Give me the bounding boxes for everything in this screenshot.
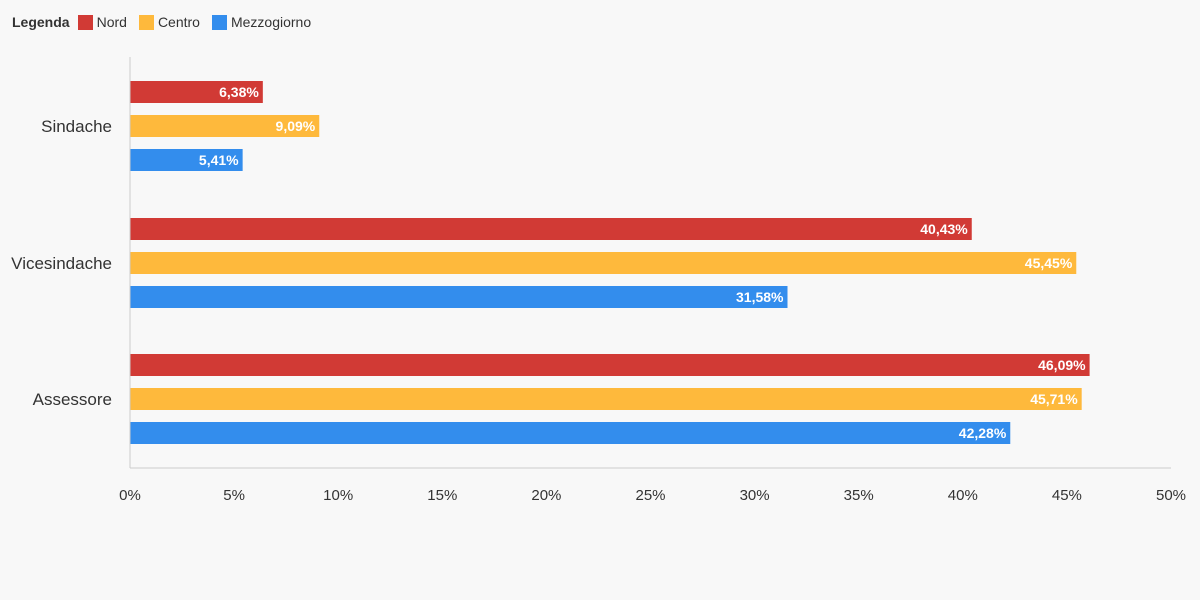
category-label: Assessore xyxy=(33,390,112,409)
legend-label-centro: Centro xyxy=(157,14,200,30)
x-tick-label: 20% xyxy=(531,487,561,504)
x-tick-label: 10% xyxy=(323,487,353,504)
data-label: 6,38% xyxy=(219,84,259,100)
bar xyxy=(130,115,320,137)
data-label: 42,28% xyxy=(959,425,1007,441)
legend-item-mezzogiorno[interactable]: Mezzogiorno xyxy=(211,14,312,30)
legend-swatch-centro xyxy=(138,14,154,30)
category-label: Vicesindache xyxy=(11,254,112,273)
x-tick-label: 30% xyxy=(740,487,770,504)
x-tick-label: 35% xyxy=(844,487,874,504)
legend-label-nord: Nord xyxy=(96,14,127,30)
legend-swatch-mezzogiorno xyxy=(211,14,227,30)
bar xyxy=(130,354,1090,376)
x-tick-label: 25% xyxy=(635,487,665,504)
x-tick-label: 50% xyxy=(1156,487,1186,504)
legend: Legenda Nord Centro Mezzogiorno xyxy=(12,12,323,32)
data-label: 45,71% xyxy=(1030,391,1078,407)
legend-item-centro[interactable]: Centro xyxy=(138,14,200,30)
data-label: 31,58% xyxy=(736,289,784,305)
legend-label-mezzogiorno: Mezzogiorno xyxy=(230,14,312,30)
x-tick-label: 5% xyxy=(223,487,245,504)
category-label: Sindache xyxy=(41,117,112,136)
bar xyxy=(130,252,1077,274)
bar xyxy=(130,422,1011,444)
x-tick-label: 45% xyxy=(1052,487,1082,504)
data-label: 9,09% xyxy=(276,118,316,134)
data-label: 46,09% xyxy=(1038,357,1086,373)
bar xyxy=(130,388,1082,410)
bar xyxy=(130,286,788,308)
data-label: 40,43% xyxy=(920,221,968,237)
x-tick-label: 40% xyxy=(948,487,978,504)
bar xyxy=(130,149,243,171)
bar xyxy=(130,81,263,103)
bar xyxy=(130,218,972,240)
data-label: 45,45% xyxy=(1025,255,1073,271)
legend-swatch-nord xyxy=(77,14,93,30)
legend-item-nord[interactable]: Nord xyxy=(77,14,127,30)
data-label: 5,41% xyxy=(199,152,239,168)
x-tick-label: 15% xyxy=(427,487,457,504)
x-tick-label: 0% xyxy=(119,487,141,504)
legend-title: Legenda xyxy=(12,14,70,30)
